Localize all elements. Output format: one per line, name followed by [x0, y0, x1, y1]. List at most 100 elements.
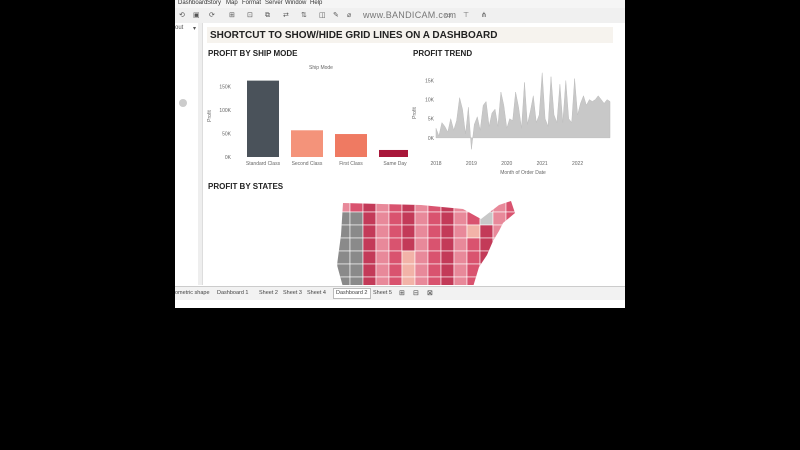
trend-y-axis-label: Profit [412, 107, 418, 119]
state-tile [388, 263, 403, 278]
state-tile [349, 250, 364, 265]
state-tile [375, 224, 390, 239]
state-tile [440, 211, 455, 226]
trend-title: PROFIT TREND [413, 49, 473, 58]
tab-sheet-5[interactable]: Sheet 5 [373, 290, 392, 296]
pane-menu-icon[interactable]: ▾ [193, 26, 197, 32]
state-tile [479, 211, 494, 226]
menu-map[interactable]: Map [226, 0, 238, 6]
state-tile [505, 211, 515, 226]
new-dashboard-icon[interactable]: ⊟ [413, 290, 419, 297]
menu-story[interactable]: Story [207, 0, 222, 6]
bar-first-class [335, 134, 367, 157]
toolbar: ⟲ ▣ ⟳ ⊞ ⊡ ⧉ ⇄ ⇅ ◫ ✎ ⌀ ▭ ⊤ ⋔ www.BANDICAM… [175, 8, 625, 24]
state-tile [427, 201, 442, 213]
state-tile [337, 201, 351, 213]
state-tile [362, 224, 377, 239]
highlight-icon[interactable]: ✎ [333, 12, 339, 19]
state-tile [427, 276, 442, 285]
state-tile [349, 201, 364, 213]
state-tile [440, 201, 455, 213]
trend-x-tick-label: 2021 [537, 161, 548, 167]
state-tile [466, 237, 481, 252]
state-tile [466, 201, 481, 213]
undo-icon[interactable]: ⟲ [179, 12, 185, 19]
state-tile [337, 211, 351, 226]
share-icon[interactable]: ⋔ [481, 12, 487, 19]
state-tile [414, 263, 429, 278]
save-icon[interactable]: ▣ [193, 12, 200, 19]
new-story-icon[interactable]: ⊠ [427, 290, 433, 297]
state-tile [492, 201, 507, 213]
new-data-source-icon[interactable]: ⊞ [229, 12, 235, 19]
state-tile [479, 276, 494, 285]
menu-format[interactable]: Format [242, 0, 262, 6]
tab-dashboard-1[interactable]: Dashboard 1 [217, 290, 249, 296]
state-tile [492, 276, 507, 285]
state-tile [479, 263, 494, 278]
fit-icon[interactable]: ▭ [445, 12, 452, 19]
menu-server[interactable]: Server [265, 0, 283, 6]
tab-sheet-3[interactable]: Sheet 3 [283, 290, 302, 296]
menu-window[interactable]: Window [285, 0, 307, 6]
tab-sheet-4[interactable]: Sheet 4 [307, 290, 326, 296]
states-title: PROFIT BY STATES [208, 182, 284, 191]
bar-standard-class [247, 80, 279, 157]
dashboard-title: SHORTCUT TO SHOW/HIDE GRID LINES ON A DA… [210, 30, 498, 41]
state-tile [388, 276, 403, 285]
state-tile [492, 237, 507, 252]
tab-sheet-2[interactable]: Sheet 2 [259, 290, 278, 296]
group-icon[interactable]: ◫ [319, 12, 326, 19]
redo-icon[interactable]: ⟳ [209, 12, 215, 19]
state-tile [349, 237, 364, 252]
bandicam-watermark: www.BANDICAM.com [363, 10, 457, 20]
tab-ometric-shape[interactable]: ometric shape [175, 290, 210, 296]
sort-icon[interactable]: ⇅ [301, 12, 307, 19]
state-tile [349, 276, 364, 285]
bar-same-day [379, 149, 408, 157]
new-sheet-icon[interactable]: ⊡ [247, 12, 253, 19]
tableau-window: Dashboard Story Map Format Server Window… [175, 0, 625, 308]
bar-y-tick-label: 0K [225, 155, 232, 161]
state-tile [337, 263, 351, 278]
ship-mode-bar-chart[interactable]: Ship Mode Profit 0K 50K 100K 150K Standard Cla… [203, 59, 408, 171]
state-tile [388, 237, 403, 252]
state-tile [414, 250, 429, 265]
pane-scrollbar[interactable] [198, 23, 202, 285]
state-tile [362, 201, 377, 213]
state-tile [414, 201, 429, 213]
state-tile [466, 276, 481, 285]
trend-y-tick-label: 10K [425, 98, 435, 104]
state-tiles [337, 201, 515, 285]
state-tile [349, 224, 364, 239]
annotate-icon[interactable]: ⌀ [347, 12, 352, 19]
tab-dashboard-2[interactable]: Dashboard 2 [333, 288, 371, 299]
state-tile [349, 263, 364, 278]
state-tile [440, 237, 455, 252]
state-tile [466, 224, 481, 239]
trend-y-tick-label: 0K [428, 136, 435, 142]
bar-y-tick-label: 50K [222, 132, 232, 138]
swap-icon[interactable]: ⇄ [283, 12, 289, 19]
duplicate-icon[interactable]: ⧉ [265, 12, 270, 19]
trend-x-tick-label: 2019 [466, 161, 477, 167]
state-tile [453, 276, 468, 285]
bar-x-tick-label: Same Day [383, 161, 407, 167]
state-tile [479, 201, 494, 213]
state-tile [505, 237, 515, 252]
menu-help[interactable]: Help [310, 0, 323, 6]
pane-dot-icon[interactable] [179, 99, 187, 107]
state-tile [453, 224, 468, 239]
profit-by-states-map[interactable] [303, 195, 543, 285]
dashboard-canvas: SHORTCUT TO SHOW/HIDE GRID LINES ON A DA… [203, 23, 625, 285]
state-tile [388, 250, 403, 265]
state-tile [492, 263, 507, 278]
menu-dashboard[interactable]: Dashboard [178, 0, 208, 6]
state-tile [440, 250, 455, 265]
state-tile [427, 237, 442, 252]
new-worksheet-icon[interactable]: ⊞ [399, 290, 405, 297]
bar-y-axis-label: Profit [207, 110, 213, 122]
presentation-icon[interactable]: ⊤ [463, 12, 470, 19]
profit-trend-area-chart[interactable]: 0K 5K 10K 15K Profit 2018 2019 2020 2021 2022 Mont… [408, 61, 618, 179]
state-tile [388, 224, 403, 239]
